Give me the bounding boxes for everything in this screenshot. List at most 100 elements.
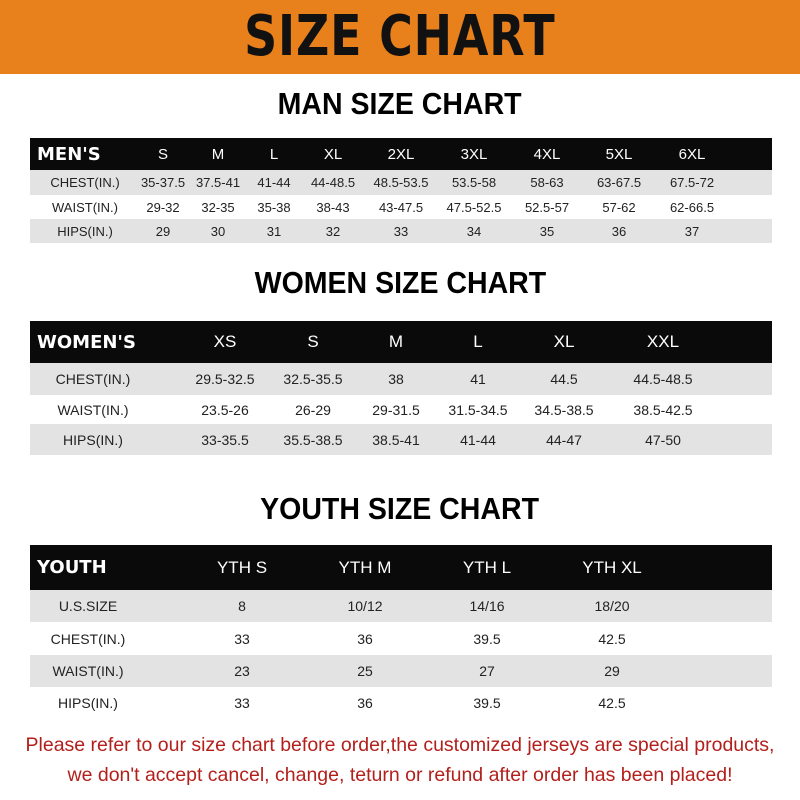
table-cell: 35: [539, 223, 555, 239]
table-cell: 38-43: [316, 199, 350, 215]
row-label-cell: HIPS(IN.): [58, 694, 118, 711]
table-row: HIPS(IN.) 33-35.5 35.5-38.5 38.5-41 41-44 44-…: [30, 424, 772, 455]
size-header-cell: L: [269, 145, 279, 163]
table-cell: 42.5: [598, 630, 626, 647]
table-cell: 67.5-72: [669, 175, 715, 190]
size-header-cell: 6XL: [678, 145, 706, 163]
table-cell: 35.5-38.5: [283, 431, 343, 448]
table-cell: 18/20: [594, 598, 630, 614]
youth-section-title: YOUTH SIZE CHART: [260, 491, 540, 526]
table-cell: 41-44: [460, 431, 496, 448]
table-cell: 14/16: [469, 598, 505, 614]
table-title-cell: MEN'S: [37, 143, 101, 165]
table-cell: 35-38: [257, 199, 291, 215]
table-row: CHEST(IN.) 35-37.5 37.5-41 41-44 44-48.5 48.5…: [30, 170, 772, 195]
table-cell: 39.5: [473, 630, 501, 647]
table-title-cell: YOUTH: [37, 557, 107, 578]
table-cell: 42.5: [598, 694, 626, 711]
table-cell: 57-62: [602, 199, 636, 215]
table-cell: 38.5-42.5: [633, 401, 693, 418]
notice-line-2: we don't accept cancel, change, teturn o…: [67, 764, 733, 786]
table-cell: 58-63: [530, 175, 564, 190]
table-cell: 38: [388, 371, 404, 387]
table-cell: 26-29: [295, 401, 331, 418]
table-row: WAIST(IN.) 23.5-26 26-29 29-31.5 31.5-34.5 34…: [30, 395, 772, 424]
row-label-cell: CHEST(IN.): [55, 371, 131, 387]
row-label-cell: HIPS(IN.): [63, 431, 123, 448]
table-cell: 37.5-41: [195, 175, 241, 190]
size-header-cell: M: [211, 145, 225, 163]
table-cell: 44.5-48.5: [633, 371, 693, 387]
table-cell: 47.5-52.5: [446, 199, 502, 215]
table-cell: 38.5-41: [372, 431, 420, 448]
table-cell: 35-37.5: [140, 175, 186, 190]
table-cell: 62-66.5: [669, 199, 715, 215]
table-cell: 34.5-38.5: [534, 401, 594, 418]
banner: SIZE CHART: [0, 0, 800, 74]
size-header-cell: 3XL: [460, 145, 488, 163]
table-cell: 41: [470, 371, 486, 387]
table-cell: 36: [357, 694, 373, 711]
table-header-row: WOMEN'S XS S M L XL XXL: [30, 321, 772, 363]
table-header-row: MEN'S S M L XL 2XL 3XL 4XL 5XL 6XL: [30, 138, 772, 170]
size-header-cell: S: [307, 332, 319, 351]
table-cell: 39.5: [473, 694, 501, 711]
table-cell: 29.5-32.5: [195, 371, 255, 387]
table-cell: 8: [238, 598, 246, 614]
table-cell: 44-47: [546, 431, 582, 448]
size-header-cell: XL: [553, 332, 575, 351]
table-cell: 32: [325, 223, 341, 239]
table-row: CHEST(IN.) 29.5-32.5 32.5-35.5 38 41 44.5 44.5…: [30, 363, 772, 395]
row-label-cell: CHEST(IN.): [50, 630, 126, 647]
table-header-row: YOUTH YTH S YTH M YTH L YTH XL: [30, 545, 772, 590]
table-cell: 44.5: [550, 371, 578, 387]
table-cell: 44-48.5: [310, 175, 356, 190]
table-row: HIPS(IN.) 33 36 39.5 42.5: [30, 687, 772, 718]
size-header-cell: 4XL: [533, 145, 561, 163]
table-cell: 27: [479, 663, 495, 679]
youth-size-table: YOUTH YTH S YTH M YTH L YTH XL U.S.SIZE 8 10/12…: [30, 545, 772, 718]
table-cell: 29-31.5: [372, 401, 420, 418]
table-cell: 53.5-58: [451, 175, 497, 190]
size-header-cell: 2XL: [387, 145, 415, 163]
table-row: CHEST(IN.) 33 36 39.5 42.5: [30, 622, 772, 655]
table-cell: 36: [357, 630, 373, 647]
table-row: U.S.SIZE 8 10/12 14/16 18/20: [30, 590, 772, 622]
table-cell: 10/12: [347, 598, 383, 614]
row-label-cell: HIPS(IN.): [57, 223, 113, 239]
row-label-cell: WAIST(IN.): [52, 663, 124, 679]
women-section-title: WOMEN SIZE CHART: [254, 265, 546, 300]
men-size-table: MEN'S S M L XL 2XL 3XL 4XL 5XL 6XL CHEST(IN.) 35-37…: [30, 138, 772, 243]
table-cell: 48.5-53.5: [373, 175, 429, 190]
size-header-cell: YTH L: [462, 557, 512, 577]
notice-line-1: Please refer to our size chart before or…: [25, 734, 775, 756]
size-header-cell: S: [157, 145, 169, 163]
table-row: HIPS(IN.) 29 30 31 32 33 34 35 36 37: [30, 219, 772, 243]
men-section-title: MAN SIZE CHART: [277, 86, 523, 121]
table-cell: 52.5-57: [524, 199, 570, 215]
size-header-cell: M: [388, 332, 404, 351]
row-label-cell: U.S.SIZE: [58, 598, 118, 614]
table-cell: 43-47.5: [378, 199, 424, 215]
size-header-cell: 5XL: [605, 145, 633, 163]
table-cell: 30: [210, 223, 226, 239]
size-header-cell: YTH M: [338, 557, 392, 577]
table-cell: 37: [684, 223, 700, 239]
table-title-cell: WOMEN'S: [37, 331, 136, 353]
table-cell: 33: [393, 223, 409, 239]
table-cell: 25: [357, 663, 373, 679]
table-cell: 31.5-34.5: [448, 401, 508, 418]
table-row: WAIST(IN.) 29-32 32-35 35-38 38-43 43-47.5 47.…: [30, 195, 772, 219]
size-header-cell: XL: [323, 145, 343, 163]
table-cell: 23.5-26: [201, 401, 249, 418]
banner-title: SIZE CHART: [244, 4, 556, 69]
table-cell: 63-67.5: [596, 175, 642, 190]
size-header-cell: XXL: [646, 332, 680, 351]
table-cell: 47-50: [645, 431, 681, 448]
size-header-cell: L: [473, 332, 483, 351]
women-size-table: WOMEN'S XS S M L XL XXL CHEST(IN.) 29.5-32.5 32.5…: [30, 321, 772, 455]
table-cell: 23: [234, 663, 250, 679]
table-cell: 29: [155, 223, 171, 239]
table-cell: 32.5-35.5: [283, 371, 343, 387]
table-cell: 29: [604, 663, 620, 679]
